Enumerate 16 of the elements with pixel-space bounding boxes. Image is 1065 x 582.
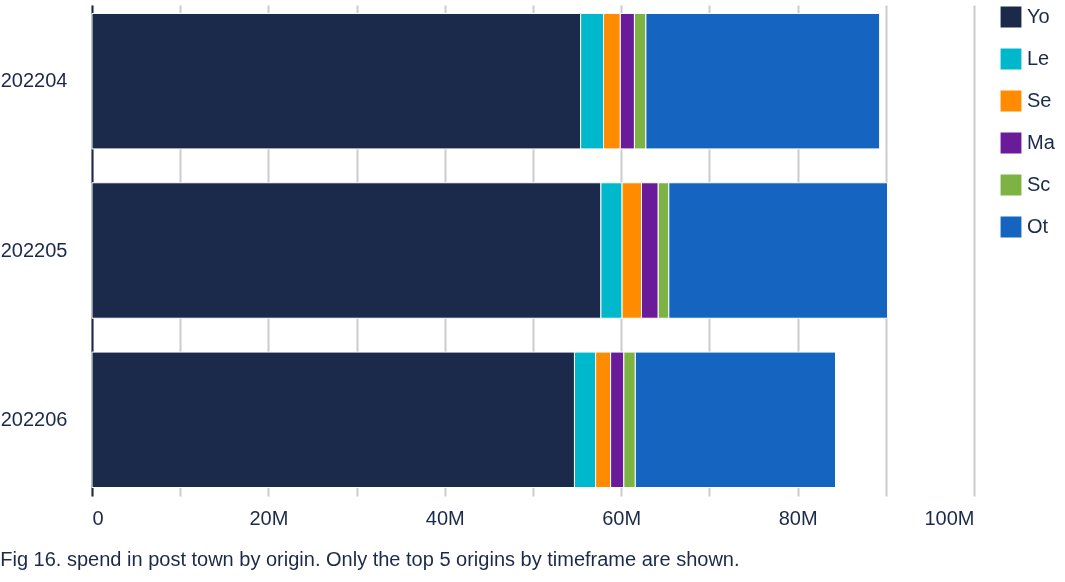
y-tick-label: 202205 [0,238,68,261]
caption: Fig 16. spend in post town by origin. Only the top 5 origins by timeframe are shown. [0,548,740,570]
legend-label: Ot [1027,215,1049,237]
x-tick-label: 80M [778,506,818,529]
legend-label: Ma [1027,131,1056,153]
legend-label: Sc [1027,173,1051,195]
legend-label: Yo [1027,5,1050,27]
x-tick-label: 40M [425,506,465,529]
legend-label: Se [1027,89,1052,111]
legend-label: Le [1027,47,1050,69]
x-tick-label: 0 [92,506,104,529]
x-tick-label: 100M [924,506,975,529]
x-tick-label: 20M [249,506,289,529]
y-tick-label: 202206 [0,407,68,430]
x-tick-label: 60M [602,506,642,529]
y-tick-label: 202204 [0,69,68,92]
